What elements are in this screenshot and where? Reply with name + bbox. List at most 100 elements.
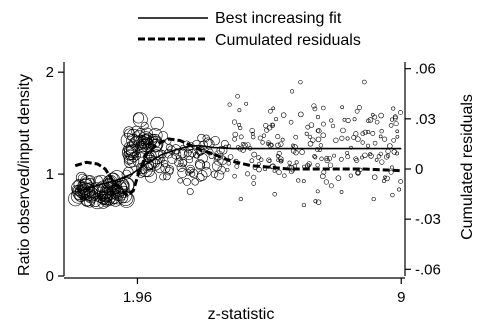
scatter-point: [388, 169, 394, 175]
scatter-point: [395, 151, 399, 156]
scatter-point: [313, 155, 318, 160]
x-tick-label: 9: [397, 289, 405, 306]
scatter-point: [275, 142, 281, 148]
scatter-point: [348, 173, 353, 178]
scatter-point: [321, 121, 326, 127]
scatter-point: [339, 135, 345, 141]
scatter-point: [232, 131, 239, 138]
scatter-point: [354, 108, 360, 114]
scatter-point: [382, 136, 388, 142]
scatter-point: [174, 157, 184, 168]
scatter-point: [312, 106, 318, 112]
scatter-point: [320, 173, 326, 180]
scatter-point: [191, 178, 199, 186]
scatter-point: [77, 184, 89, 197]
scatter-point: [310, 137, 316, 143]
y2-tick-label: .03: [415, 111, 436, 128]
scatter-point: [125, 149, 136, 160]
scatter-point: [315, 115, 320, 120]
scatter-point: [274, 117, 279, 122]
scatter-point: [367, 117, 374, 123]
scatter-point: [370, 130, 376, 136]
scatter-point: [197, 153, 208, 164]
scatter-point: [385, 153, 391, 158]
scatter-point: [240, 147, 247, 153]
scatter-point: [379, 128, 384, 134]
scatter-point: [188, 168, 198, 178]
y-axis-title: Ratio observed/input density: [16, 74, 33, 276]
scatter-point: [177, 167, 188, 178]
y2-tick-label: -.06: [415, 261, 441, 278]
scatter-point: [362, 129, 368, 135]
scatter-point: [183, 148, 192, 157]
scatter-point: [242, 142, 248, 148]
scatter-point: [225, 167, 230, 172]
scatter-point: [196, 173, 205, 182]
scatter-point: [210, 136, 220, 146]
scatter-point: [147, 134, 159, 145]
scatter-point: [249, 158, 255, 164]
scatter-point: [316, 128, 322, 134]
scatter-point: [148, 128, 163, 143]
scatter-point: [305, 124, 311, 130]
scatter-point: [167, 154, 178, 164]
scatter-point: [383, 154, 390, 160]
scatter-point: [266, 157, 272, 163]
scatter-point: [360, 140, 365, 145]
scatter-point: [276, 169, 282, 175]
scatter-points: [68, 79, 403, 210]
scatter-point: [371, 174, 378, 180]
scatter-point: [288, 119, 294, 125]
scatter-point: [149, 149, 164, 164]
scatter-point: [202, 161, 211, 170]
scatter-point: [345, 136, 350, 141]
scatter-point: [204, 138, 215, 150]
scatter-point: [328, 183, 334, 189]
scatter-point: [272, 192, 277, 197]
scatter-point: [387, 143, 393, 149]
scatter-point: [333, 137, 339, 143]
scatter-point: [256, 155, 261, 160]
scatter-point: [187, 148, 197, 158]
x-tick-label: 1.96: [123, 289, 152, 306]
legend-label-fit: Best increasing fit: [215, 10, 342, 27]
scatter-point: [362, 152, 368, 158]
scatter-point: [77, 186, 91, 201]
scatter-point: [271, 106, 276, 111]
scatter-point: [176, 162, 186, 172]
scatter-point: [345, 118, 351, 124]
scatter-point: [385, 148, 391, 154]
scatter-point: [368, 153, 374, 159]
scatter-point: [278, 159, 283, 164]
scatter-point: [158, 150, 167, 159]
scatter-point: [308, 122, 315, 128]
scatter-point: [287, 160, 292, 165]
scatter-point: [240, 142, 246, 147]
scatter-point: [136, 169, 146, 178]
scatter-point: [278, 156, 284, 162]
scatter-point: [245, 171, 251, 177]
scatter-point: [323, 179, 329, 185]
scatter-point: [132, 112, 148, 128]
scatter-point: [158, 156, 165, 163]
scatter-point: [135, 135, 147, 147]
scatter-point: [391, 149, 397, 155]
scatter-point: [216, 146, 225, 155]
scatter-point: [340, 127, 346, 134]
scatter-point: [257, 135, 263, 141]
x-axis-title: z-statistic: [208, 306, 275, 323]
scatter-point: [332, 153, 336, 158]
scatter-point: [201, 166, 212, 178]
scatter-point: [267, 142, 274, 148]
scatter-point: [251, 174, 257, 180]
scatter-point: [275, 134, 281, 140]
scatter-point: [307, 134, 313, 139]
scatter-point: [338, 156, 344, 162]
scatter-point: [125, 144, 140, 159]
scatter-point: [77, 173, 87, 183]
scatter-point: [351, 135, 357, 140]
scatter-point: [90, 196, 102, 207]
scatter-point: [335, 175, 342, 181]
scatter-point: [301, 179, 306, 183]
